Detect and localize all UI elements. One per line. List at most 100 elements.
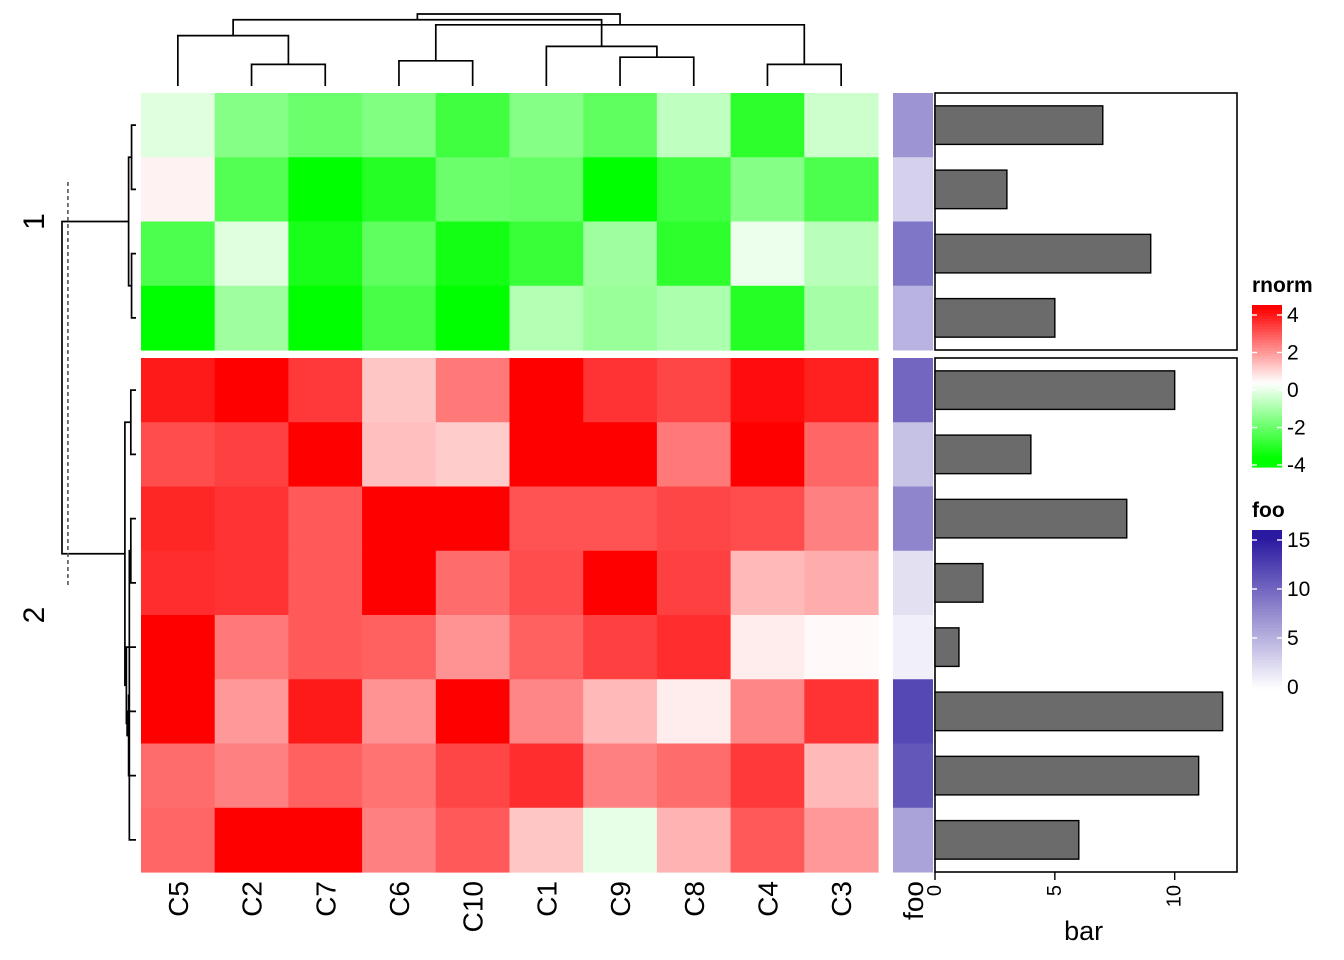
rnorm-legend-swatch: [1252, 418, 1282, 422]
foo-legend-swatch: [1252, 657, 1282, 661]
rnorm-legend-swatch: [1252, 386, 1282, 390]
rnorm-legend-swatch: [1252, 348, 1282, 352]
column-dendrogram: [177, 13, 842, 86]
heatmap-cell: [435, 285, 511, 351]
heatmap-cell: [583, 221, 658, 287]
rnorm-legend-swatch: [1252, 364, 1282, 368]
rnorm-legend-swatch: [1252, 337, 1282, 341]
bar: [934, 755, 1200, 796]
foo-legend-swatch: [1252, 580, 1282, 584]
rnorm-legend-swatch: [1252, 326, 1282, 330]
foo-legend-swatch: [1252, 588, 1282, 592]
bar: [934, 819, 1080, 860]
foo-cell: [893, 221, 933, 287]
dendrogram-branch: [416, 13, 621, 25]
rnorm-legend-swatch: [1252, 345, 1282, 349]
heatmap-cell: [288, 93, 363, 158]
heatmap-cell: [656, 743, 732, 809]
foo-legend-swatch: [1252, 556, 1282, 560]
dendrogram-branch: [545, 45, 658, 86]
column-label: C7: [310, 881, 341, 917]
foo-cell: [893, 358, 933, 423]
heatmap-cell: [214, 157, 289, 223]
rnorm-legend-swatch: [1252, 313, 1282, 317]
dendrogram-branch: [250, 63, 327, 86]
heatmap-cell: [583, 807, 658, 873]
heatmap-cell: [288, 358, 363, 423]
foo-legend-swatch: [1252, 604, 1282, 608]
foo-legend-swatch: [1252, 667, 1282, 672]
heatmap-cell: [435, 157, 511, 223]
heatmap-cell: [509, 285, 584, 351]
rnorm-legend-label: -2: [1287, 417, 1306, 440]
heatmap-cell: [509, 486, 584, 552]
foo-legend-label: 0: [1287, 676, 1299, 699]
rnorm-legend-swatch: [1252, 369, 1282, 374]
heatmap-cell: [362, 807, 437, 873]
heatmap-cell: [656, 221, 732, 287]
heatmap-cell: [214, 358, 289, 423]
foo-legend-swatch: [1252, 665, 1282, 669]
dendrogram-branch: [619, 56, 695, 86]
heatmap-cell: [288, 615, 363, 680]
foo-legend-swatch: [1252, 559, 1282, 563]
rnorm-legend-swatch: [1252, 407, 1282, 411]
bar: [934, 627, 960, 668]
rnorm-legend-swatch: [1252, 329, 1282, 333]
rnorm-legend-swatch: [1252, 421, 1282, 425]
heatmap-cell: [509, 550, 584, 616]
rnorm-legend-swatch: [1252, 391, 1282, 395]
rnorm-legend-swatch: [1252, 342, 1282, 347]
dendrogram-branch: [398, 59, 474, 86]
heatmap-cell: [214, 422, 289, 488]
heatmap-cell: [730, 615, 805, 680]
rnorm-legend-swatch: [1252, 318, 1282, 322]
heatmap-cell: [583, 285, 658, 351]
heatmap-cell: [214, 285, 289, 351]
heatmap-cell: [288, 486, 363, 552]
heatmap-cell: [730, 157, 805, 223]
foo-legend-swatch: [1252, 553, 1282, 558]
heatmap-cell: [435, 550, 511, 616]
heatmap-cell: [141, 358, 216, 423]
heatmap-cell: [362, 358, 437, 423]
heatmap-cell: [656, 93, 732, 158]
foo-legend-swatch: [1252, 601, 1282, 605]
column-label: C5: [163, 881, 194, 917]
heatmap-cell: [362, 615, 437, 680]
dendrogram-branch: [128, 549, 136, 841]
foo-legend-swatch: [1252, 630, 1282, 634]
foo-legend-swatch: [1252, 641, 1282, 645]
rnorm-legend-swatch: [1252, 399, 1282, 403]
rnorm-legend-swatch: [1252, 359, 1282, 363]
heatmap-cell: [141, 807, 216, 873]
heatmap-cell: [804, 486, 879, 552]
heatmap-cell: [288, 221, 363, 287]
dendrogram-branch: [130, 124, 136, 191]
rnorm-legend-swatch: [1252, 413, 1282, 417]
bar-panel-frame: [934, 357, 1238, 873]
heatmap-cell: [141, 157, 216, 223]
heatmap-cell: [288, 157, 363, 223]
rnorm-legend-swatch: [1252, 321, 1282, 325]
foo-legend-swatch: [1252, 540, 1282, 544]
heatmap-cell: [656, 285, 732, 351]
rnorm-legend-swatch: [1252, 442, 1282, 446]
rnorm-legend-swatch: [1252, 464, 1282, 468]
row-slice-label: 1: [18, 213, 51, 230]
heatmap-cell: [509, 615, 584, 680]
foo-legend-swatch: [1252, 659, 1282, 664]
rnorm-legend-swatch: [1252, 434, 1282, 438]
foo-legend-swatch: [1252, 561, 1282, 566]
bar: [934, 434, 1032, 475]
rnorm-legend-label: 2: [1287, 342, 1299, 365]
heatmap-cell: [214, 486, 289, 552]
rnorm-legend-swatch: [1252, 332, 1282, 336]
heatmap-cell: [435, 93, 511, 158]
heatmap-cell: [804, 93, 879, 158]
heatmap-cell: [362, 486, 437, 552]
rnorm-legend-swatch: [1252, 448, 1282, 452]
foo-cell: [893, 422, 933, 487]
rnorm-legend-swatch: [1252, 377, 1282, 382]
